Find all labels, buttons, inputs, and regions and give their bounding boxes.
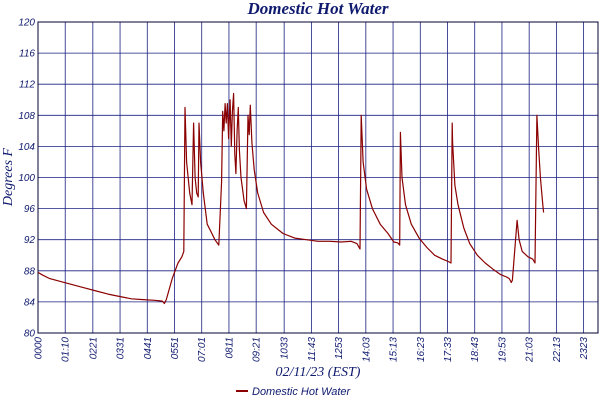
x-tick-label: 17:33 [443,337,454,362]
y-tick-label: 104 [18,142,35,153]
y-axis-ticks: 80 84 88 92 96 100 104 108 112 116 120 [18,18,35,340]
x-tick-label: 11:43 [307,337,318,362]
x-tick-label: 18:43 [470,337,481,362]
y-tick-label: 112 [19,80,35,91]
x-tick-label: 0221 [88,337,99,359]
chart-grid [37,21,598,334]
y-axis-label: Degrees F [1,147,16,207]
x-tick-label: 21:03 [525,337,536,363]
y-tick-label: 92 [24,235,36,246]
y-tick-label: 120 [18,18,35,29]
x-tick-label: 07:01 [197,337,208,362]
plot-area [37,21,599,334]
x-tick-label: 0441 [143,337,154,359]
y-tick-label: 100 [18,173,35,184]
x-tick-label: 16:23 [416,337,427,362]
x-tick-label: 2323 [579,337,590,361]
x-tick-label: 14:03 [361,337,372,362]
x-axis-ticks: 0000 01:10 0221 0331 0441 0551 07:01 0811 09:21 1… [34,337,591,363]
series-layer [37,92,545,305]
x-tick-label: 22:13 [552,337,563,363]
x-tick-label: 1033 [280,337,291,360]
x-tick-label: 15:13 [389,337,400,362]
x-tick-label: 0551 [170,337,181,359]
y-tick-label: 84 [24,297,36,308]
x-tick-label: 09:21 [252,337,263,362]
y-tick-label: 108 [18,111,35,122]
legend: Domestic Hot Water [236,386,352,398]
y-tick-label: 88 [24,266,36,277]
x-tick-label: 0811 [224,337,235,359]
series-line [37,92,545,305]
x-tick-label: 01:10 [61,337,72,362]
x-tick-label: 19:53 [497,337,508,362]
legend-label: Domestic Hot Water [252,386,352,398]
y-tick-label: 116 [19,49,35,60]
y-tick-label: 96 [24,204,36,215]
x-tick-label: 1253 [334,337,345,360]
x-tick-label: 0000 [34,337,45,360]
x-axis-label: 02/11/23 (EST) [276,365,361,380]
y-tick-label: 80 [24,329,36,340]
x-tick-label: 0331 [116,337,127,359]
chart-title: Domestic Hot Water [246,0,388,18]
